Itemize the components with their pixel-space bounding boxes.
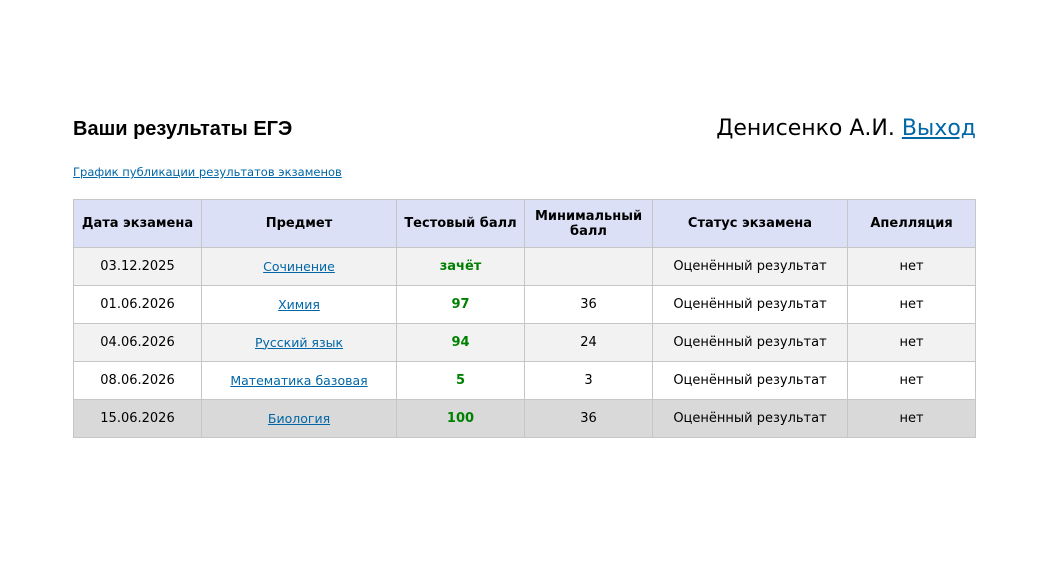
- empty-cell: [524, 247, 653, 286]
- date-cell: 01.06.2026: [73, 285, 202, 324]
- user-box: Денисенко А.И. Выход: [716, 116, 976, 141]
- status-cell: Оценённый результат: [652, 361, 848, 400]
- score-cell: 5: [396, 361, 525, 400]
- date-cell: 04.06.2026: [73, 323, 202, 362]
- subject-cell: Математика базовая: [201, 361, 397, 400]
- subject-link[interactable]: Биология: [267, 410, 331, 426]
- column-header: Апелляция: [847, 199, 976, 248]
- min-score-cell: 36: [524, 399, 653, 438]
- min-score-cell: 36: [524, 285, 653, 324]
- subject-cell: Сочинение: [201, 247, 397, 286]
- column-header: Статус экзамена: [652, 199, 848, 248]
- result-row: 15.06.2026 Биология 100 36 Оценённый результ…: [73, 399, 976, 438]
- logout-link[interactable]: Выход: [901, 116, 976, 141]
- subject-link[interactable]: Математика базовая: [230, 372, 368, 388]
- column-header: Тестовый балл: [396, 199, 525, 248]
- min-score-cell: 3: [524, 361, 653, 400]
- score-cell: зачёт: [396, 247, 525, 286]
- subject-cell: Биология: [201, 399, 397, 438]
- appeal-cell: нет: [847, 247, 976, 286]
- appeal-cell: нет: [847, 285, 976, 324]
- result-row: 01.06.2026 Химия 97 36 Оценённый результат не…: [73, 285, 976, 324]
- column-header: Дата экзамена: [73, 199, 202, 248]
- schedule-link[interactable]: График публикации результатов экзаменов: [73, 165, 342, 179]
- header-row: Дата экзамена Предмет Тестовый балл Минимал…: [73, 199, 976, 248]
- status-cell: Оценённый результат: [652, 399, 848, 438]
- page-title: Ваши результаты ЕГЭ: [73, 118, 293, 140]
- appeal-cell: нет: [847, 399, 976, 438]
- column-header: Минимальный балл: [524, 199, 653, 248]
- subject-link[interactable]: Химия: [278, 296, 320, 312]
- score-cell: 97: [396, 285, 525, 324]
- appeal-cell: нет: [847, 361, 976, 400]
- date-cell: 15.06.2026: [73, 399, 202, 438]
- table-body: 03.12.2025 Сочинение зачёт Оценённый резуль…: [73, 247, 976, 438]
- subject-link[interactable]: Сочинение: [263, 258, 335, 274]
- subject-cell: Русский язык: [201, 323, 397, 362]
- results-table: Дата экзамена Предмет Тестовый балл Минимал…: [73, 199, 976, 438]
- score-cell: 94: [396, 323, 525, 362]
- column-header: Предмет: [201, 199, 397, 248]
- result-row: 08.06.2026 Математика базовая 5 3 Оценённый …: [73, 361, 976, 400]
- min-score-cell: 24: [524, 323, 653, 362]
- user-name: Денисенко А.И.: [716, 116, 895, 141]
- status-cell: Оценённый результат: [652, 247, 848, 286]
- result-row: 03.12.2025 Сочинение зачёт Оценённый резуль…: [73, 247, 976, 286]
- status-cell: Оценённый результат: [652, 285, 848, 324]
- score-cell: 100: [396, 399, 525, 438]
- status-cell: Оценённый результат: [652, 323, 848, 362]
- appeal-cell: нет: [847, 323, 976, 362]
- result-row: 04.06.2026 Русский язык 94 24 Оценённый резу…: [73, 323, 976, 362]
- subject-link[interactable]: Русский язык: [254, 334, 344, 350]
- subject-cell: Химия: [201, 285, 397, 324]
- date-cell: 08.06.2026: [73, 361, 202, 400]
- date-cell: 03.12.2025: [73, 247, 202, 286]
